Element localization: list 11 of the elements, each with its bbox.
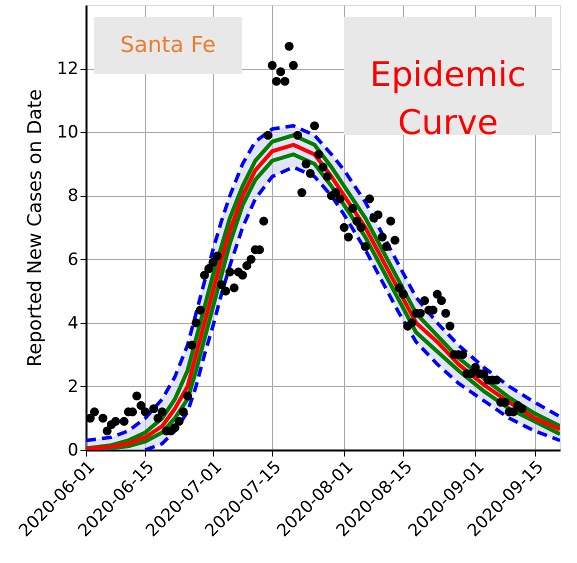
y-tick-label: 10 — [56, 122, 78, 143]
annotation: Santa Fe — [120, 33, 216, 58]
y-tick-label: 12 — [56, 59, 78, 80]
y-tick-label: 6 — [68, 250, 78, 270]
line-series — [144, 165, 560, 450]
y-tick-label: 0 — [68, 440, 78, 460]
y-tick-label: 4 — [68, 313, 78, 334]
y-axis-title: Reported New Cases on Date — [24, 89, 46, 367]
y-tick-label: 2 — [68, 376, 78, 397]
annotation: Epidemic Curve — [370, 55, 526, 143]
y-tick-label: 8 — [68, 186, 78, 206]
